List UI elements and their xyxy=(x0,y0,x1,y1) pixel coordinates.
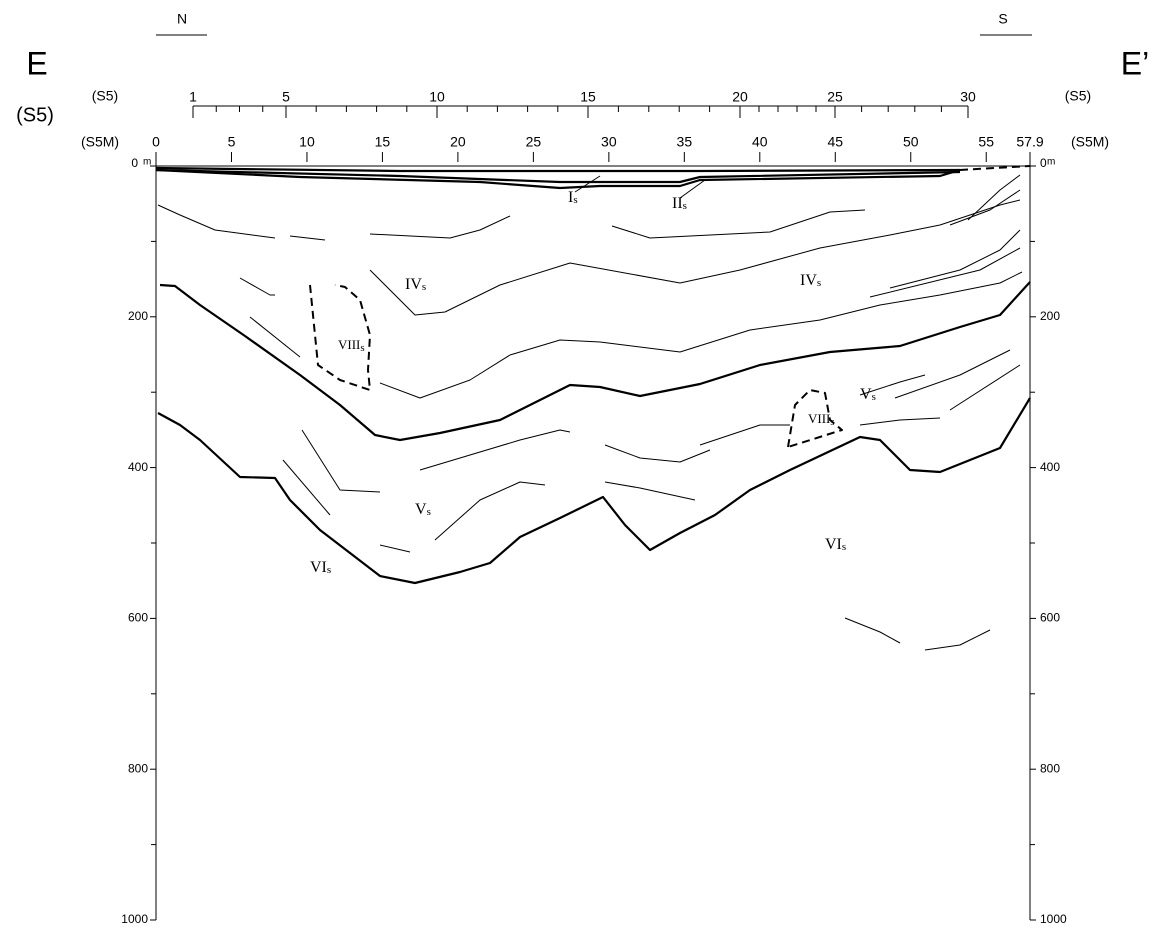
depth-label: 1000 xyxy=(121,912,148,926)
unit-suffix: s xyxy=(327,564,331,576)
section-left: E xyxy=(26,45,47,81)
unit-numeral: V xyxy=(415,501,427,518)
unit-suffix: s xyxy=(683,200,687,212)
unit-numeral: VI xyxy=(310,559,327,576)
unit-numeral: VIII xyxy=(808,411,830,426)
section-right: E’ xyxy=(1121,45,1149,81)
s5m-label: (S5M) xyxy=(81,134,119,150)
unit-label: IIs xyxy=(672,195,687,212)
s5m-label: 0 xyxy=(152,134,160,150)
depth-label: 400 xyxy=(128,460,148,474)
s5m-label: 10 xyxy=(299,134,315,150)
unit-numeral: V xyxy=(860,386,872,403)
s5m-label: 50 xyxy=(903,134,919,150)
unit-numeral: I xyxy=(568,189,573,206)
s5m-label: 20 xyxy=(450,134,466,150)
s5-label: 30 xyxy=(960,89,976,105)
s5m-label: 55 xyxy=(978,134,994,150)
unit-label: VIIIs xyxy=(338,337,365,354)
unit-numeral: IV xyxy=(800,272,817,289)
s5-label: 1 xyxy=(189,89,197,105)
unit-suffix: s xyxy=(842,541,846,553)
unit-label: VIs xyxy=(310,559,331,576)
unit-label: IVs xyxy=(405,276,426,293)
depth-label: 400 xyxy=(1040,460,1060,474)
s5m-label: 5 xyxy=(228,134,236,150)
depth-label: 0 xyxy=(1040,156,1047,170)
depth-unit: m xyxy=(1047,157,1055,168)
unit-numeral: VIII xyxy=(338,337,360,352)
depth-unit: m xyxy=(143,157,151,168)
south: S xyxy=(998,11,1007,27)
unit-suffix: s xyxy=(427,506,431,518)
unit-suffix: s xyxy=(360,342,364,354)
s5m-label: 40 xyxy=(752,134,768,150)
unit-numeral: II xyxy=(672,195,683,212)
s5m-label: 30 xyxy=(601,134,617,150)
s5-label: 20 xyxy=(732,89,748,105)
unit-suffix: s xyxy=(830,416,834,428)
unit-label: Vs xyxy=(415,501,431,518)
depth-label: 600 xyxy=(1040,611,1060,625)
depth-label: 200 xyxy=(128,309,148,323)
unit-label: Is xyxy=(568,189,578,206)
unit-suffix: s xyxy=(422,281,426,293)
unit-numeral: VI xyxy=(825,536,842,553)
unit-label: IVs xyxy=(800,272,821,289)
s5m-label: 15 xyxy=(375,134,391,150)
s5-label: 5 xyxy=(282,89,290,105)
depth-label: 200 xyxy=(1040,309,1060,323)
s5-label: (S5) xyxy=(1065,88,1091,104)
depth-label: 0 xyxy=(131,156,138,170)
unit-suffix: s xyxy=(872,391,876,403)
s5-label: 10 xyxy=(429,89,445,105)
unit-numeral: IV xyxy=(405,276,422,293)
unit-label: Vs xyxy=(860,386,876,403)
s5-label: 15 xyxy=(580,89,596,105)
north: N xyxy=(177,11,187,27)
unit-label: VIs xyxy=(825,536,846,553)
s5m-label: 35 xyxy=(677,134,693,150)
depth-label: 800 xyxy=(128,761,148,775)
section-sub: (S5) xyxy=(16,104,54,126)
s5m-label: 45 xyxy=(827,134,843,150)
depth-label: 600 xyxy=(128,611,148,625)
s5m-label: (S5M) xyxy=(1071,134,1109,150)
unit-label: VIIIs xyxy=(808,411,835,428)
strata xyxy=(155,165,1031,651)
unit-suffix: s xyxy=(817,277,821,289)
s5m-label: 25 xyxy=(526,134,542,150)
depth-label: 1000 xyxy=(1040,912,1067,926)
unit-suffix: s xyxy=(573,194,577,206)
s5-label: 25 xyxy=(827,89,843,105)
depth-label: 800 xyxy=(1040,761,1060,775)
s5m-label: 57.9 xyxy=(1016,134,1043,150)
s5-label: (S5) xyxy=(92,88,118,104)
